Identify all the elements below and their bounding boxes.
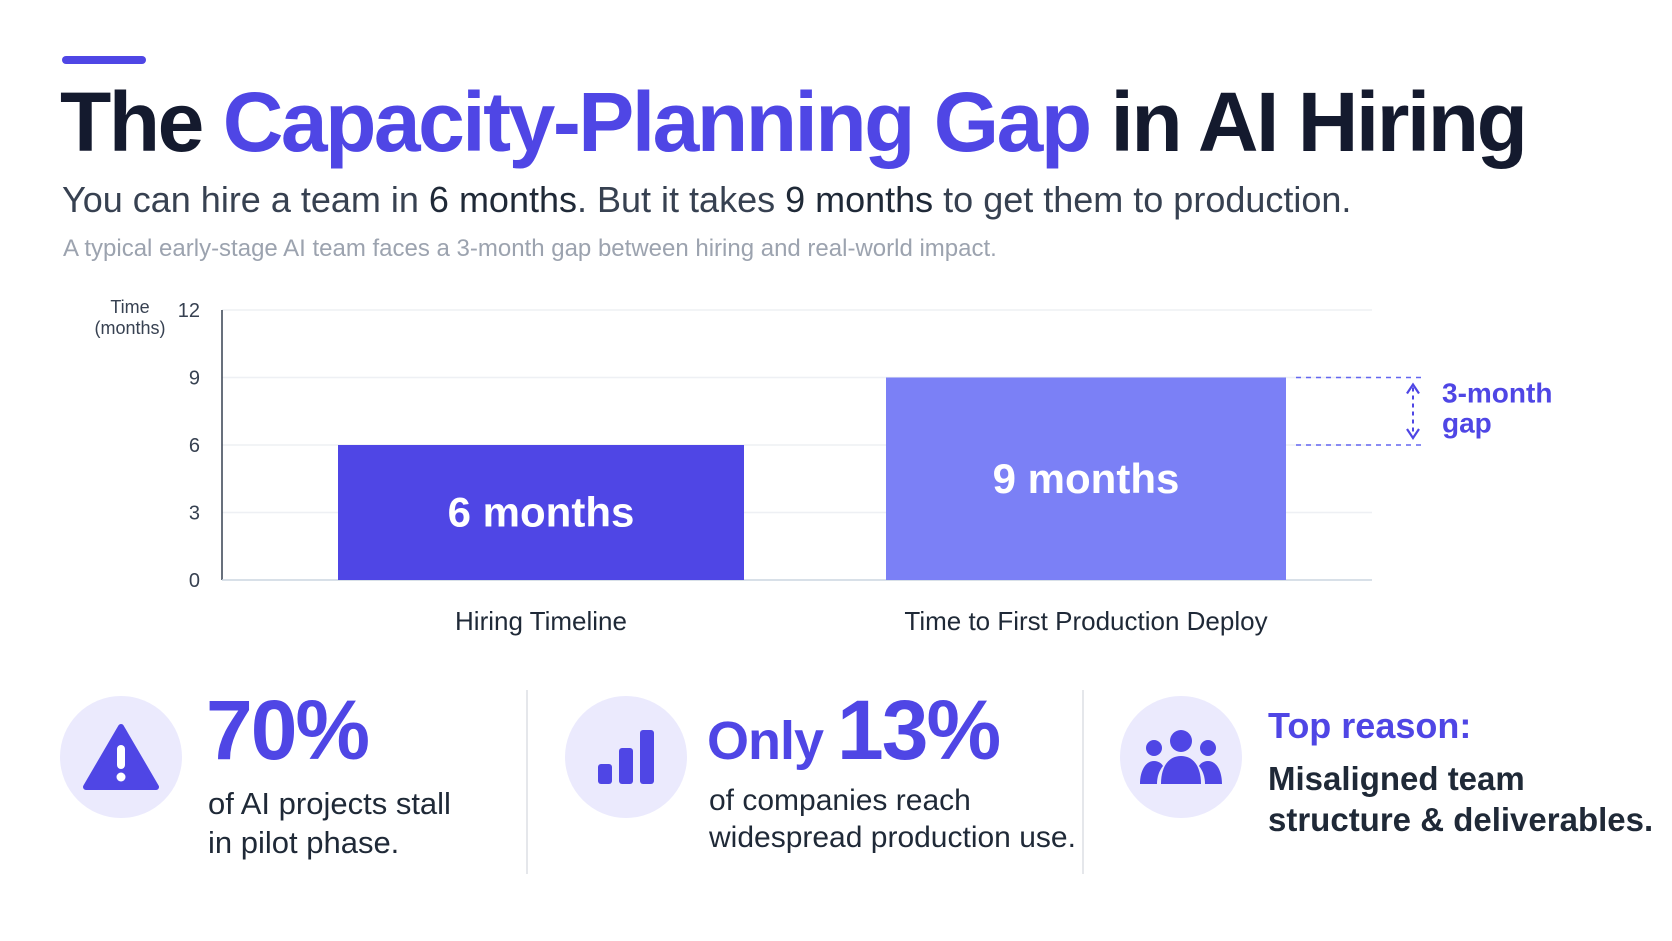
- y-tick-label: 6: [189, 435, 200, 457]
- stat-number: 70%: [206, 683, 370, 777]
- y-tick-label: 9: [189, 368, 200, 390]
- caption: A typical early-stage AI team faces a 3-…: [63, 235, 997, 262]
- team-icon: [1120, 696, 1242, 818]
- stat-value: 70%: [206, 682, 370, 778]
- bar: [338, 445, 744, 580]
- y-axis-label: Time (months): [94, 297, 165, 338]
- divider: [526, 690, 528, 874]
- y-tick-label: 12: [178, 300, 200, 322]
- subtitle: You can hire a team in 6 months. But it …: [62, 178, 1351, 222]
- gap-annotation: 3-month gap: [1442, 378, 1552, 439]
- gap-arrow-down-icon: [1406, 428, 1420, 440]
- accent-rule: [62, 56, 146, 64]
- stat-text-line1: Misaligned team: [1268, 760, 1525, 797]
- stat-value: Only 13%: [707, 682, 1001, 789]
- stat-description: of AI projects stall in pilot phase.: [208, 784, 451, 862]
- subtitle-part2: . But it takes: [577, 179, 786, 220]
- stat-text-line1: of AI projects stall: [208, 786, 451, 821]
- subtitle-part3: to get them to production.: [933, 179, 1352, 220]
- data-label: 9 months: [993, 455, 1180, 502]
- y-tick-label: 0: [189, 570, 200, 592]
- stat-description: Misaligned team structure & deliverables.: [1268, 758, 1653, 840]
- warning-icon: [60, 696, 182, 818]
- stat-text-line1: of companies reach: [709, 784, 971, 817]
- stat-prefix: Only: [707, 711, 838, 771]
- stat-description: of companies reach widespread production …: [709, 782, 1076, 856]
- title-highlight: Capacity-Planning Gap: [222, 75, 1093, 169]
- bar: [886, 377, 1286, 580]
- divider: [1082, 690, 1084, 874]
- stat-card-top-reason: Top reason: Misaligned team structure & d…: [1120, 690, 1660, 890]
- stat-heading: Top reason:: [1268, 705, 1472, 746]
- page-title: The Capacity-Planning Gap in AI Hiring: [60, 72, 1528, 172]
- title-part2: in AI Hiring: [1089, 75, 1528, 169]
- gap-annotation-line: 3-month: [1442, 378, 1552, 409]
- stat-number: 13%: [837, 683, 1001, 777]
- title-part1: The: [60, 75, 223, 169]
- y-axis-label-line: (months): [94, 318, 165, 338]
- bar-chart-icon: [565, 696, 687, 818]
- gap-annotation-line: gap: [1442, 408, 1492, 439]
- data-label: 6 months: [448, 489, 635, 536]
- stat-card-production-use: Only 13% of companies reach widespread pr…: [565, 683, 1085, 890]
- stat-card-pilot-stall: 70% of AI projects stall in pilot phase.: [60, 683, 520, 890]
- gap-arrow-up-icon: [1406, 382, 1420, 395]
- stat-text-line2: structure & deliverables.: [1268, 801, 1654, 838]
- y-axis-label-line: Time: [110, 297, 149, 317]
- subtitle-part1: You can hire a team in: [62, 179, 429, 220]
- category-label: Hiring Timeline: [455, 606, 627, 636]
- category-label: Time to First Production Deploy: [904, 606, 1267, 636]
- bar-chart: 0 3 6 9 12 Time (months) 6 months Hiring Timelin…: [94, 297, 1552, 636]
- stat-text-line2: widespread production use.: [709, 821, 1076, 854]
- subtitle-bold1: 6 months: [428, 179, 577, 220]
- y-tick-label: 3: [189, 503, 200, 525]
- subtitle-bold2: 9 months: [785, 179, 934, 220]
- stat-text-line2: in pilot phase.: [208, 825, 400, 860]
